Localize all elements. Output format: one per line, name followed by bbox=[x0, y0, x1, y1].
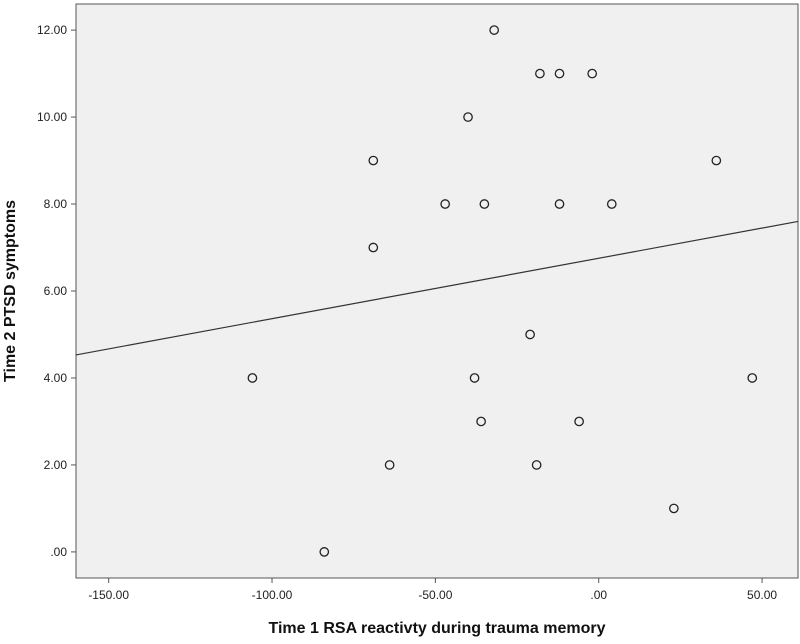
data-point bbox=[531, 460, 542, 470]
data-point bbox=[525, 329, 535, 340]
data-point bbox=[535, 68, 545, 79]
y-tick-label: 6.00 bbox=[44, 284, 68, 298]
x-axis-title: Time 1 RSA reactivty during trauma memor… bbox=[269, 620, 606, 637]
fit-line bbox=[75, 220, 799, 356]
data-point bbox=[247, 373, 258, 383]
data-point bbox=[574, 416, 584, 427]
data-point bbox=[554, 199, 565, 209]
y-axis: .00 2.00 4.00 6.00 8.00 10.00 12.00 bbox=[37, 23, 76, 559]
x-axis: -150.00 -100.00 -50.00 .00 50.00 bbox=[88, 578, 777, 602]
y-tick-label: .00 bbox=[50, 545, 67, 559]
plot-area bbox=[75, 3, 799, 579]
data-point bbox=[747, 373, 758, 383]
data-point bbox=[489, 25, 500, 35]
fit-line-group bbox=[75, 220, 799, 356]
x-tick-label: 50.00 bbox=[747, 588, 777, 602]
data-point bbox=[384, 460, 395, 470]
y-tick-label: 12.00 bbox=[37, 23, 67, 37]
data-point bbox=[587, 68, 598, 79]
y-tick-label: 2.00 bbox=[44, 458, 68, 472]
x-tick-label: -50.00 bbox=[418, 588, 452, 602]
data-point bbox=[606, 199, 617, 209]
data-point bbox=[554, 68, 565, 79]
data-point bbox=[469, 373, 480, 383]
x-tick-label: -150.00 bbox=[88, 588, 129, 602]
data-point bbox=[479, 199, 490, 209]
x-tick-label: .00 bbox=[590, 588, 607, 602]
y-tick-label: 10.00 bbox=[37, 110, 67, 124]
data-point bbox=[463, 112, 473, 122]
x-tick-label: -100.00 bbox=[252, 588, 293, 602]
data-point bbox=[440, 199, 451, 209]
data-point bbox=[368, 155, 379, 166]
data-point bbox=[711, 155, 722, 166]
y-tick-label: 4.00 bbox=[44, 371, 68, 385]
data-point bbox=[368, 242, 379, 253]
y-tick-label: 8.00 bbox=[44, 197, 68, 211]
data-point bbox=[319, 547, 330, 557]
y-axis-title: Time 2 PTSD symptoms bbox=[2, 200, 19, 382]
data-point bbox=[476, 416, 486, 427]
data-points bbox=[247, 25, 758, 557]
data-point bbox=[669, 503, 679, 514]
